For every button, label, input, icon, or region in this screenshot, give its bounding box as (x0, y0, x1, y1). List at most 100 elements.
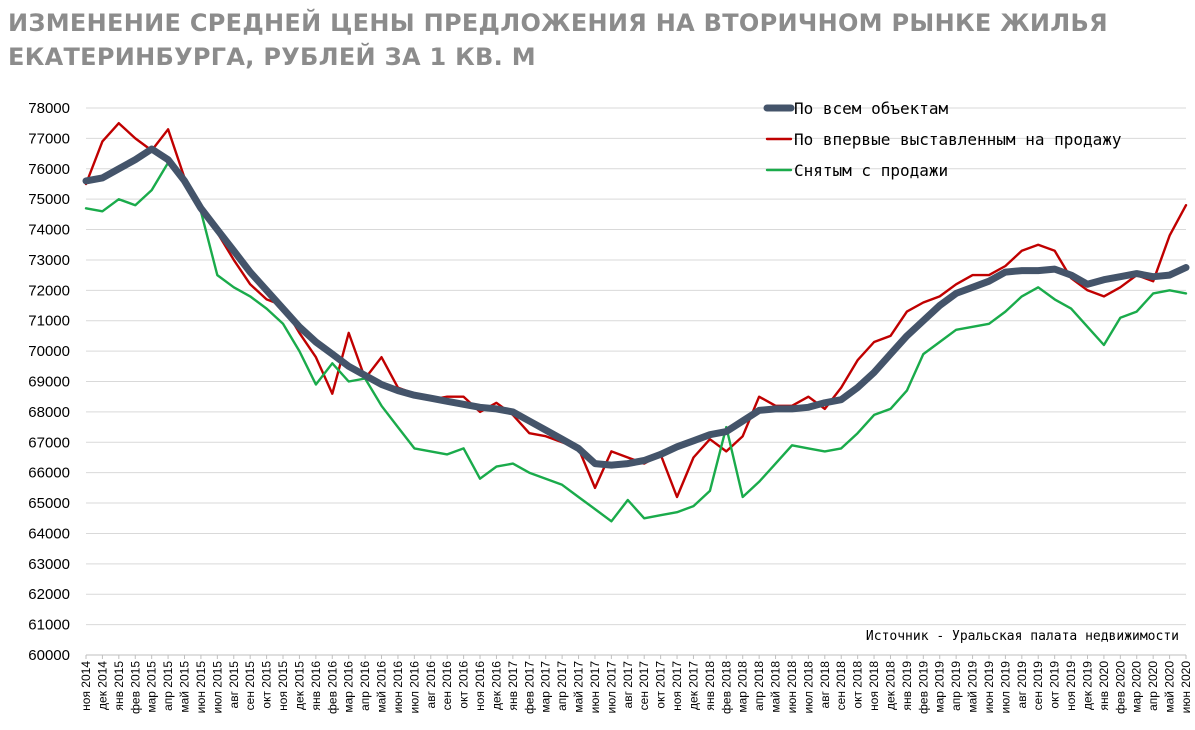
y-axis-ticks: 78000 77000 76000 75000 74000 73000 72000 71000… (28, 100, 70, 664)
x-tick-label: май 2019 (966, 661, 980, 713)
y-tick-label: 77000 (28, 130, 70, 147)
x-tick-label: апр 2020 (1146, 661, 1160, 711)
x-tick-label: фев 2020 (1113, 661, 1127, 714)
x-tick-label: ноя 2017 (670, 661, 684, 711)
y-tick-label: 74000 (28, 222, 70, 239)
y-tick-label: 66000 (28, 465, 70, 482)
x-tick-label: окт 2017 (654, 661, 668, 709)
y-tick-label: 71000 (28, 313, 70, 330)
x-tick-label: фев 2017 (522, 661, 536, 714)
x-tick-label: июл 2016 (407, 661, 421, 714)
x-tick-label: дек 2017 (686, 661, 700, 710)
y-tick-label: 69000 (28, 374, 70, 391)
x-tick-label: янв 2015 (112, 661, 126, 711)
x-tick-label: июн 2015 (194, 661, 208, 714)
x-tick-label: фев 2018 (719, 661, 733, 714)
x-tick-label: май 2016 (375, 661, 389, 713)
y-tick-label: 64000 (28, 525, 70, 542)
x-tick-label: фев 2016 (325, 661, 339, 714)
legend-label-2: Снятым с продажи (794, 161, 948, 180)
x-tick-label: окт 2015 (260, 661, 274, 709)
x-tick-label: дек 2014 (95, 661, 109, 710)
y-tick-label: 68000 (28, 404, 70, 421)
x-tick-label: ноя 2016 (473, 661, 487, 711)
x-tick-label: янв 2016 (309, 661, 323, 711)
x-tick-label: май 2018 (769, 661, 783, 713)
x-tick-label: сен 2017 (637, 661, 651, 711)
y-tick-label: 62000 (28, 586, 70, 603)
x-tick-label: сен 2018 (834, 661, 848, 711)
series-line-1 (84, 121, 1188, 499)
legend-label-1: По впервые выставленным на продажу (794, 130, 1122, 149)
x-tick-label: окт 2019 (1048, 661, 1062, 709)
x-tick-label: фев 2015 (128, 661, 142, 714)
x-tick-label: июн 2017 (588, 661, 602, 714)
x-tick-label: апр 2015 (161, 661, 175, 711)
x-tick-label: сен 2019 (1031, 661, 1045, 711)
y-tick-label: 76000 (28, 161, 70, 178)
x-tick-label: май 2015 (178, 661, 192, 713)
x-tick-label: дек 2016 (489, 661, 503, 710)
x-tick-label: янв 2020 (1097, 661, 1111, 711)
x-tick-label: июл 2018 (801, 661, 815, 714)
y-tick-label: 61000 (28, 617, 70, 634)
y-tick-label: 73000 (28, 252, 70, 269)
x-tick-label: июл 2019 (998, 661, 1012, 714)
x-tick-label: мар 2017 (539, 661, 553, 713)
x-tick-label: окт 2018 (851, 661, 865, 709)
x-tick-label: апр 2016 (358, 661, 372, 711)
y-tick-label: 60000 (28, 647, 70, 664)
x-tick-label: авг 2016 (424, 661, 438, 709)
x-tick-label: авг 2019 (1015, 661, 1029, 709)
y-tick-label: 67000 (28, 434, 70, 451)
legend-label-0: По всем объектам (794, 99, 948, 118)
x-tick-label: мар 2020 (1130, 661, 1144, 713)
x-tick-label: сен 2016 (440, 661, 454, 711)
x-tick-label: мар 2016 (342, 661, 356, 713)
y-tick-label: 70000 (28, 343, 70, 360)
x-tick-label: июл 2015 (210, 661, 224, 714)
x-tick-label: мар 2015 (145, 661, 159, 713)
series-line-2 (84, 161, 1188, 523)
y-tick-label: 75000 (28, 191, 70, 208)
x-tick-label: ноя 2019 (1064, 661, 1078, 711)
x-tick-label: фев 2019 (916, 661, 930, 714)
x-tick-label: дек 2018 (883, 661, 897, 710)
y-tick-label: 72000 (28, 282, 70, 299)
x-tick-label: май 2020 (1163, 661, 1177, 713)
x-tick-label: ноя 2018 (867, 661, 881, 711)
x-tick-label: июл 2017 (604, 661, 618, 714)
x-tick-label: июн 2018 (785, 661, 799, 714)
x-tick-label: июн 2020 (1179, 661, 1193, 714)
x-tick-label: апр 2019 (949, 661, 963, 711)
x-tick-label: июн 2016 (391, 661, 405, 714)
x-tick-label: авг 2017 (621, 661, 635, 709)
x-tick-label: июн 2019 (982, 661, 996, 714)
x-tick-label: окт 2016 (457, 661, 471, 709)
series-lines (82, 121, 1190, 523)
x-tick-label: мар 2019 (933, 661, 947, 713)
x-tick-label: ноя 2014 (79, 661, 93, 711)
x-tick-label: мар 2018 (736, 661, 750, 713)
y-tick-label: 65000 (28, 495, 70, 512)
x-tick-label: дек 2015 (292, 661, 306, 710)
source-note: Источник - Уральская палата недвижимости (866, 629, 1179, 644)
grid-lines (86, 107, 1186, 656)
x-tick-label: апр 2018 (752, 661, 766, 711)
x-tick-label: дек 2019 (1080, 661, 1094, 710)
chart-title: ИЗМЕНЕНИЕ СРЕДНЕЙ ЦЕНЫ ПРЕДЛОЖЕНИЯ НА ВТ… (8, 9, 1108, 71)
x-tick-label: апр 2017 (555, 661, 569, 711)
x-tick-label: янв 2019 (900, 661, 914, 711)
y-tick-label: 63000 (28, 556, 70, 573)
x-axis-ticks: ноя 2014 дек 2014 янв 2015 фев 2015 мар 2015… (79, 655, 1193, 714)
x-tick-label: май 2017 (572, 661, 586, 713)
x-tick-label: авг 2015 (227, 661, 241, 709)
x-tick-label: сен 2015 (243, 661, 257, 711)
x-tick-label: янв 2018 (703, 661, 717, 711)
series-line-0 (82, 145, 1190, 469)
y-tick-label: 78000 (28, 100, 70, 117)
x-tick-label: ноя 2015 (276, 661, 290, 711)
x-tick-label: авг 2018 (818, 661, 832, 709)
legend: По всем объектам По впервые выставленным … (763, 99, 1122, 180)
